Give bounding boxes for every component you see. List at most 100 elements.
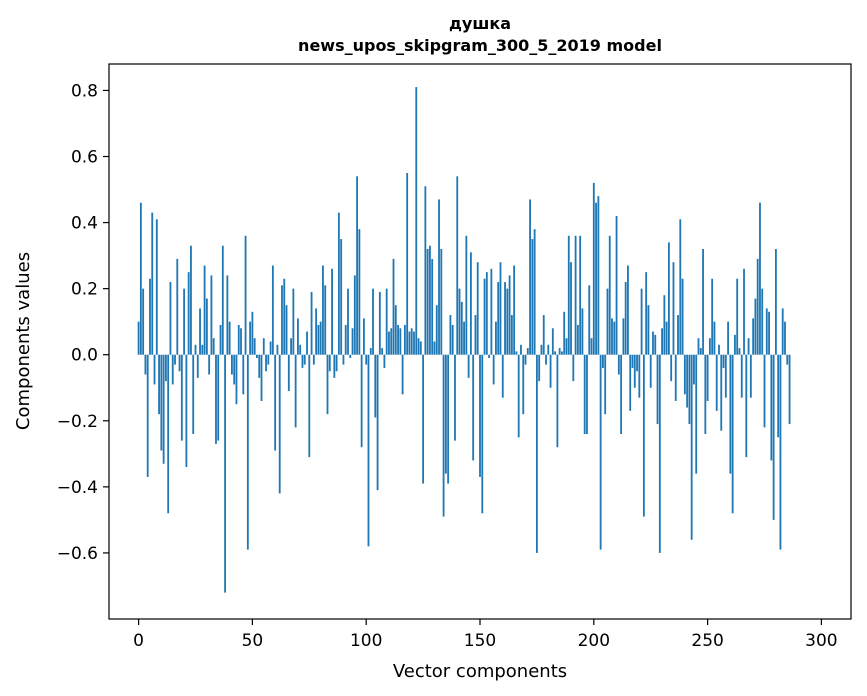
bar [176,258,179,355]
bar [217,354,220,441]
bar [463,321,465,355]
bar [638,354,641,398]
bar [695,354,698,474]
x-tick-label: 50 [242,631,264,651]
chart-title: душка [449,14,511,33]
y-tick-label: −0.4 [57,478,98,498]
bar [774,249,777,355]
bar [697,338,700,355]
bar [183,288,186,355]
bar [549,354,552,388]
bar [219,324,222,355]
bar [392,258,395,355]
bar [422,354,425,484]
bar [483,278,486,355]
bar [715,354,718,411]
bar [765,308,768,355]
bar [406,173,409,355]
bar [153,354,156,385]
bar [274,354,277,451]
bar [342,354,345,365]
bar [283,278,286,355]
bar [178,354,181,372]
bar [615,215,618,355]
bar [290,338,292,355]
bar [645,272,648,355]
bar [683,354,686,395]
bar [367,354,370,547]
bar [788,354,791,425]
bar [365,354,368,365]
bar [449,315,452,355]
bar [565,338,568,355]
bar [378,291,381,355]
bar [481,354,484,514]
bar [299,344,302,355]
x-tick-label: 150 [464,631,496,651]
bar [403,324,406,355]
bar [677,315,679,355]
bar [139,202,142,355]
bar [164,354,167,382]
bar [337,212,340,355]
bar [269,341,272,355]
bar [617,354,620,375]
bar [738,348,741,355]
x-tick-label: 0 [133,631,144,651]
bar [458,288,461,355]
bar [419,341,422,355]
bar [745,354,748,458]
bar [472,354,475,461]
x-axis: 0 50 100 150 200 250 300 [133,619,838,651]
x-tick-label: 300 [805,631,837,651]
bar [731,354,734,514]
bar [246,354,249,550]
bar [356,176,358,355]
bar [606,288,609,355]
bar [567,235,570,355]
bar [595,202,597,355]
bar [196,354,199,378]
bar [504,282,506,355]
bar [358,229,361,355]
bar [706,354,709,401]
bar [315,308,318,355]
bar [579,235,582,355]
bar [749,354,752,398]
bar [720,354,723,431]
bar [215,354,217,444]
bar [506,288,509,355]
bar [474,315,477,355]
bar [231,354,233,375]
bar [608,235,611,355]
bar [622,318,625,355]
bar [761,288,764,355]
bar [586,354,588,434]
bar [228,321,231,355]
bar [768,311,770,355]
bar [372,288,374,355]
bar [278,354,281,494]
bar [187,272,190,355]
bar [756,258,759,355]
bar [681,278,684,355]
bar [526,348,529,355]
bar [149,278,151,355]
bar [661,328,663,355]
bar [611,318,613,355]
bar [426,249,429,355]
bar [180,354,183,441]
bar [652,331,654,355]
bar [547,344,550,355]
bar [588,285,591,355]
bar [627,265,629,355]
bar [203,265,206,355]
bar [663,295,666,355]
bar [467,354,470,378]
x-axis-label: Vector components [393,661,567,682]
bar [256,354,258,359]
bar [476,262,479,355]
bar [390,328,393,355]
bar [522,354,525,415]
bar [351,328,354,355]
